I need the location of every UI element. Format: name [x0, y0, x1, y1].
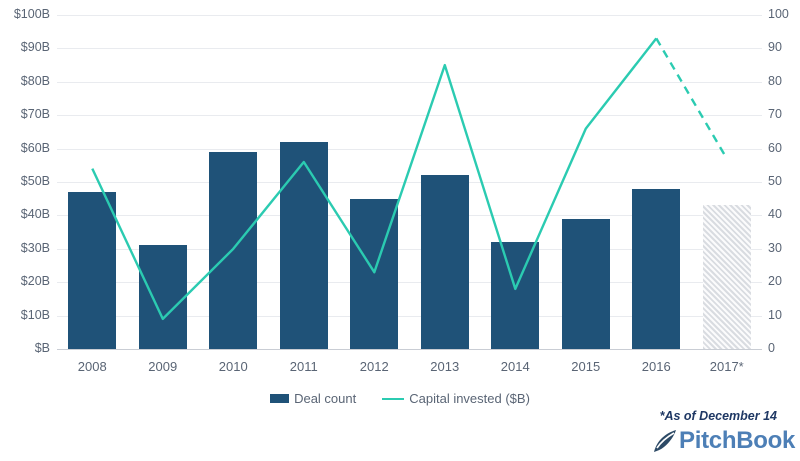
right-axis-tick: 30 [768, 240, 782, 255]
legend-label: Deal count [294, 391, 357, 406]
gridline [57, 81, 762, 83]
brand-logo: PitchBook [653, 427, 795, 455]
right-axis-tick: 60 [768, 140, 782, 155]
bar-swatch-icon [270, 394, 290, 403]
right-axis-tick: 40 [768, 207, 782, 222]
gridline [57, 282, 762, 284]
x-axis-tick-2016: 2016 [641, 359, 671, 374]
legend-item-deal-count: Deal count [270, 391, 356, 406]
x-axis-tick-2014: 2014 [500, 359, 530, 374]
left-axis-tick: $90B [20, 40, 50, 55]
x-axis-tick-2013: 2013 [430, 359, 460, 374]
gridline [57, 215, 762, 217]
legend-item-capital-invested-b: Capital invested ($B) [382, 391, 530, 406]
right-axis-tick: 50 [768, 174, 782, 188]
left-axis-tick: $80B [20, 73, 50, 88]
left-axis-tick: $20B [20, 274, 50, 289]
deal-count-bar-2015 [561, 218, 610, 349]
deal-count-bar-2016 [632, 188, 681, 349]
left-axis-tick: $40B [20, 207, 50, 222]
deal-count-bar-2014 [491, 242, 540, 349]
x-axis-tick-2011: 2011 [289, 359, 318, 374]
x-axis-tick-2012: 2012 [359, 359, 389, 374]
left-axis-tick: $50B [20, 174, 50, 188]
right-axis-tick: 90 [768, 40, 782, 55]
line-swatch-icon [382, 397, 405, 400]
left-axis-tick: $100B [13, 7, 50, 21]
line-solid-segment [91, 37, 658, 321]
gridline [57, 148, 762, 150]
left-axis-tick: $60B [20, 140, 50, 155]
gridline [57, 15, 762, 16]
pitchbook-leaf-icon [653, 429, 677, 453]
legend: Deal count Capital invested ($B) [0, 391, 800, 406]
right-axis-tick: 80 [768, 73, 782, 88]
left-axis-tick: $30B [20, 240, 50, 255]
gridline [57, 315, 762, 317]
x-axis-tick-2010: 2010 [218, 359, 248, 374]
gridline [57, 182, 762, 183]
right-axis-tick: 100 [768, 7, 789, 21]
x-axis-tick-2017: 2017* [709, 359, 744, 374]
deal-count-bar-2013 [420, 175, 469, 349]
right-axis-tick: 10 [768, 307, 782, 322]
line-dashed-forecast-segment [655, 37, 728, 160]
brand-name: PitchBook [679, 427, 795, 454]
deal-count-bar-2011 [279, 141, 328, 349]
right-axis-tick: 0 [768, 341, 775, 355]
plot-area [57, 15, 762, 350]
gridline [57, 349, 762, 350]
deal-count-bar-2009 [138, 245, 187, 349]
x-axis-tick-2015: 2015 [571, 359, 601, 374]
x-axis-tick-2008: 2008 [77, 359, 107, 374]
deal-count-bar-2008 [68, 192, 117, 349]
footnote: *As of December 14 [659, 409, 777, 423]
right-axis-tick: 20 [768, 274, 782, 289]
left-axis-tick: $70B [20, 107, 50, 122]
x-axis-tick-2009: 2009 [148, 359, 178, 374]
deal-count-bar-2017 [702, 205, 751, 349]
right-axis-tick: 70 [768, 107, 782, 122]
left-axis-tick: $10B [20, 307, 50, 322]
gridline [57, 115, 762, 117]
left-axis-tick: $B [34, 341, 50, 355]
capital-invested-line [91, 37, 728, 321]
gridline [57, 48, 762, 50]
legend-label: Capital invested ($B) [409, 391, 530, 406]
gridline [57, 248, 762, 250]
